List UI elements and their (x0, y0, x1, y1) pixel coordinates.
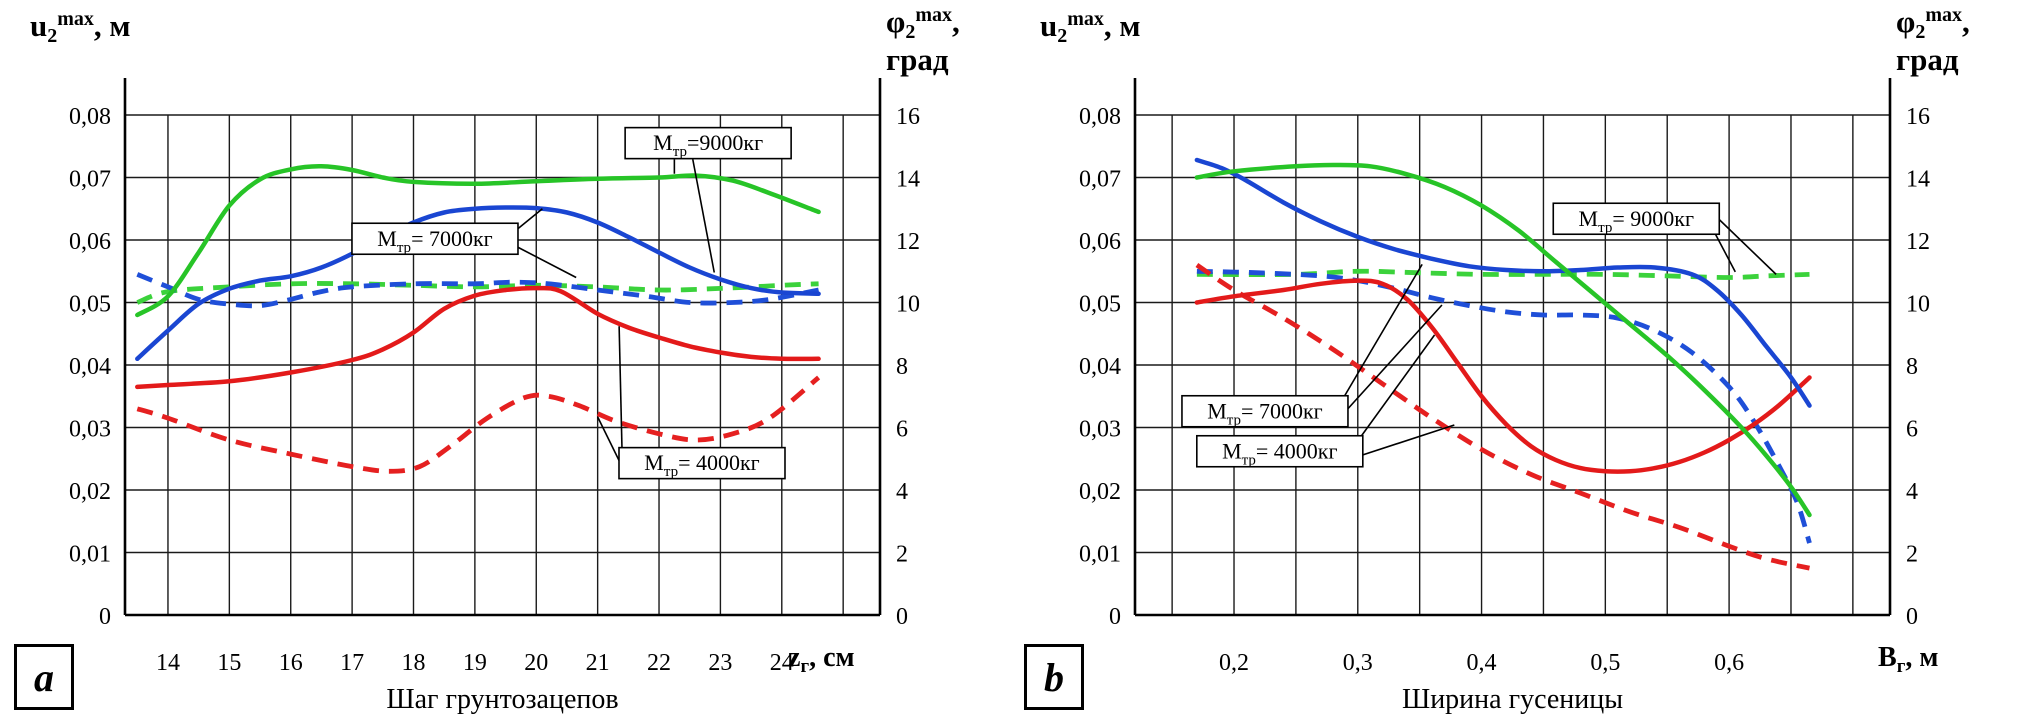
x-tick-label: 0,6 (1714, 650, 1744, 676)
y-right-tick-label: 4 (1906, 479, 1918, 505)
x-axis-unit-label: zг, см (788, 642, 855, 677)
annotation-label-7000kg: Mтр= 7000кг (351, 208, 577, 279)
y-left-tick-label: 0,05 (69, 292, 111, 318)
x-tick-label: 21 (586, 650, 610, 676)
svg-text:Mтр= 7000кг: Mтр= 7000кг (377, 226, 492, 256)
y-right-tick-label: 8 (1906, 354, 1918, 380)
x-tick-label: 16 (279, 650, 303, 676)
y-left-tick-label: 0 (1109, 604, 1121, 630)
y-right-tick-label: 14 (896, 167, 920, 193)
y-left-tick-label: 0,08 (69, 104, 111, 130)
y-right-tick-label: 14 (1906, 167, 1930, 193)
y-right-tick-label: 16 (1906, 104, 1930, 130)
y-left-tick-label: 0,06 (69, 229, 111, 255)
y-left-tick-label: 0,04 (69, 354, 111, 380)
x-tick-label: 18 (401, 650, 425, 676)
y-left-tick-label: 0,06 (1079, 229, 1121, 255)
y-left-tick-label: 0,03 (69, 417, 111, 443)
series-phi2-9000kg (1196, 268, 1810, 280)
y-right-tick-label: 6 (896, 417, 908, 443)
axes (1133, 78, 1892, 617)
y-left-tick-label: 0,01 (1079, 542, 1121, 568)
y-right-tick-label: 10 (1906, 292, 1930, 318)
svg-text:Mтр= 9000кг: Mтр= 9000кг (1579, 206, 1694, 236)
y-left-tick-label: 0,08 (1079, 104, 1121, 130)
x-tick-label: 19 (463, 650, 487, 676)
axes (123, 78, 882, 617)
y-left-tick-label: 0,02 (69, 479, 111, 505)
series-u2-4000kg (135, 285, 821, 390)
y-right-tick-label: 0 (1906, 604, 1918, 630)
series-u2-9000kg (1194, 162, 1812, 518)
svg-text:Mтр=9000кг: Mтр=9000кг (653, 130, 763, 160)
series-u2-7000kg (135, 205, 821, 362)
left-axis-label: u2max, м (1040, 8, 1141, 47)
series-u2-9000kg (135, 164, 821, 318)
y-right-tick-label: 16 (896, 104, 920, 130)
grid (1135, 114, 1890, 615)
annotation-label-9000kg: Mтр=9000кг (624, 126, 792, 273)
series-phi2-7000kg (136, 272, 820, 309)
chart-svg-a: Mтр=9000кг Mтр= 7000кг Mтр= 4000кг 0 0,01 0,0… (69, 78, 920, 676)
y-left-tick-label: 0,07 (1079, 167, 1121, 193)
x-tick-label: 20 (524, 650, 548, 676)
annotation-label-7000kg: Mтр= 7000кг (1181, 263, 1443, 428)
x-tick-label: 17 (340, 650, 364, 676)
x-tick-label: 15 (217, 650, 241, 676)
y-left-tick-label: 0,03 (1079, 417, 1121, 443)
y-right-tick-label: 10 (896, 292, 920, 318)
y-right-tick-label: 0 (896, 604, 908, 630)
left-axis-label: u2max, м (30, 8, 131, 47)
x-tick-label: 0,2 (1219, 650, 1249, 676)
annotation-label-4000kg: Mтр= 4000кг (596, 326, 786, 480)
y-left-tick-label: 0,02 (1079, 479, 1121, 505)
svg-text:Mтр= 4000кг: Mтр= 4000кг (1222, 438, 1337, 468)
x-axis-title: Шаг грунтозацепов (386, 684, 619, 715)
panel-letter-a: a (14, 644, 74, 710)
x-tick-label: 22 (647, 650, 671, 676)
x-tick-label: 0,3 (1343, 650, 1373, 676)
annotation-label-4000kg: Mтр= 4000кг (1196, 334, 1455, 468)
x-axis-title: Ширина гусеницы (1401, 684, 1624, 715)
x-tick-label: 0,4 (1467, 650, 1497, 676)
svg-text:Mтр= 4000кг: Mтр= 4000кг (644, 450, 759, 480)
y-right-tick-label: 12 (1906, 229, 1930, 255)
y-right-tick-label: 4 (896, 479, 908, 505)
x-tick-label: 23 (708, 650, 732, 676)
y-right-tick-label: 6 (1906, 417, 1918, 443)
panel-letter-b: b (1024, 644, 1084, 710)
y-left-tick-label: 0,01 (69, 542, 111, 568)
series-phi2-9000kg (136, 281, 819, 305)
y-right-tick-label: 12 (896, 229, 920, 255)
x-axis-unit-label: Вг, м (1878, 642, 1939, 677)
y-left-tick-label: 0,04 (1079, 354, 1121, 380)
right-axis-label: φ2max, град (1896, 4, 1970, 78)
series-u2-4000kg (1194, 278, 1812, 474)
x-tick-label: 0,5 (1590, 650, 1620, 676)
x-tick-label: 24 (770, 650, 794, 676)
y-right-tick-label: 8 (896, 354, 908, 380)
y-left-tick-label: 0 (99, 604, 111, 630)
chart-svg-b: Mтр= 9000кг Mтр= 7000кг Mтр= 4000кг 0 0,01 0,… (1079, 78, 1930, 676)
chart-panel-b: Mтр= 9000кг Mтр= 7000кг Mтр= 4000кг 0 0,01 0,… (1010, 0, 2020, 720)
series-u2-7000kg (1194, 157, 1812, 408)
x-tick-label: 14 (156, 650, 180, 676)
y-left-tick-label: 0,05 (1079, 292, 1121, 318)
svg-text:Mтр= 7000кг: Mтр= 7000кг (1207, 398, 1322, 428)
series-phi2-4000kg (1195, 263, 1810, 571)
series-phi2-4000kg (136, 375, 821, 474)
chart-panel-a: Mтр=9000кг Mтр= 7000кг Mтр= 4000кг 0 0,01 0,0… (14, 4, 960, 715)
right-axis-label: φ2max, град (886, 4, 960, 78)
y-right-tick-label: 2 (896, 542, 908, 568)
annotation-label-9000kg: Mтр= 9000кг (1552, 202, 1777, 275)
y-left-tick-label: 0,07 (69, 167, 111, 193)
y-right-tick-label: 2 (1906, 542, 1918, 568)
